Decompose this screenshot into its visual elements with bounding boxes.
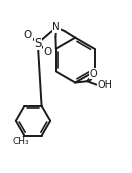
Text: O: O (44, 47, 52, 57)
Text: OH: OH (98, 80, 113, 90)
Text: N: N (52, 22, 60, 32)
Text: O: O (90, 69, 97, 79)
Text: S: S (34, 37, 41, 50)
Text: CH₃: CH₃ (13, 138, 29, 147)
Text: O: O (24, 30, 32, 39)
